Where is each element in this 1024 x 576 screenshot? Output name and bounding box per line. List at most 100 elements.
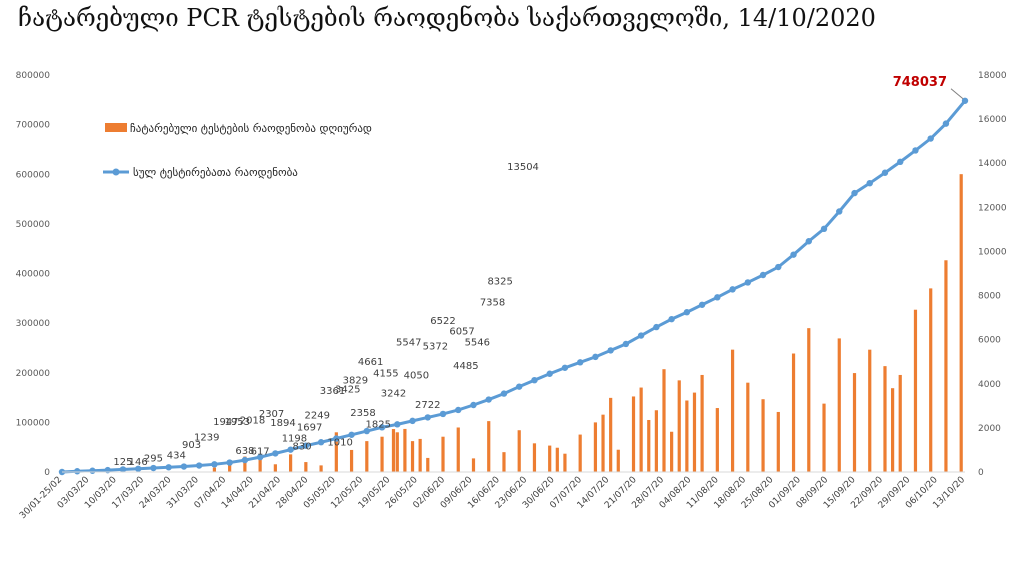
y-right-tick-label: 10000 xyxy=(978,247,1007,257)
daily-bar xyxy=(365,441,369,472)
cumulative-point xyxy=(668,315,675,323)
cumulative-point xyxy=(378,424,386,431)
y-left-tick-label: 300000 xyxy=(16,319,51,329)
data-label: 125 xyxy=(113,457,132,468)
data-label: 3242 xyxy=(381,388,406,399)
y-left-tick-label: 600000 xyxy=(16,170,51,180)
daily-bar xyxy=(487,421,491,472)
cumulative-point xyxy=(119,466,127,473)
data-label: 2018 xyxy=(240,415,265,426)
chart-title: ჩატარებული PCR ტესტების რაოდენობა საქართ… xyxy=(18,4,876,32)
y-right-tick-label: 14000 xyxy=(978,159,1007,169)
data-label: 1825 xyxy=(366,420,391,431)
cumulative-point xyxy=(348,431,355,438)
daily-bar xyxy=(647,419,651,472)
daily-bar xyxy=(730,349,735,472)
cumulative-point xyxy=(942,120,950,127)
cumulative-point xyxy=(546,370,553,377)
data-label: 6522 xyxy=(430,316,455,327)
cumulative-point xyxy=(561,364,569,371)
daily-bar xyxy=(791,353,796,472)
daily-bar xyxy=(852,373,857,472)
data-label: 2722 xyxy=(415,400,440,411)
daily-bar xyxy=(517,430,521,472)
y-right-tick-label: 18000 xyxy=(978,71,1007,81)
cumulative-point xyxy=(805,238,812,245)
data-label: 4155 xyxy=(373,368,398,379)
data-label: 3361 xyxy=(320,386,345,397)
y-left-tick-label: 100000 xyxy=(16,418,51,428)
y-right-tick-label: 0 xyxy=(978,468,984,478)
data-label: 146 xyxy=(129,457,148,468)
cumulative-point xyxy=(89,467,96,474)
daily-bar xyxy=(441,436,445,472)
cumulative-point xyxy=(272,450,279,457)
cumulative-point xyxy=(744,279,752,286)
cumulative-point xyxy=(470,401,477,409)
data-label: 1198 xyxy=(282,434,307,445)
daily-bar xyxy=(380,436,384,472)
daily-bar xyxy=(776,411,780,472)
daily-bar xyxy=(837,338,841,472)
daily-bar xyxy=(532,443,537,472)
daily-bar xyxy=(418,438,422,472)
cumulative-point xyxy=(211,461,218,468)
cumulative-point xyxy=(927,135,934,142)
legend-label-line: სულ ტესტირებათა რაოდენობა xyxy=(133,166,298,179)
cumulative-point xyxy=(622,340,630,348)
daily-bar xyxy=(548,445,552,472)
y-axis-left: 0 100000 200000 300000 400000 500000 600000 700… xyxy=(16,71,51,478)
daily-bar xyxy=(395,432,399,472)
y-right-tick-label: 8000 xyxy=(978,292,1001,302)
data-label: 1239 xyxy=(194,433,219,444)
cumulative-point xyxy=(165,464,172,471)
y-left-tick-label: 700000 xyxy=(16,121,51,131)
daily-bar xyxy=(662,369,666,472)
y-left-tick-label: 200000 xyxy=(16,369,51,379)
data-label: 3829 xyxy=(343,376,368,387)
cumulative-point xyxy=(439,410,447,418)
data-label: 3425 xyxy=(335,384,360,395)
daily-bar xyxy=(609,397,613,472)
cumulative-point xyxy=(820,225,828,233)
last-value-label: 748037 xyxy=(893,75,947,90)
daily-bar xyxy=(334,432,338,472)
daily-bar xyxy=(639,387,643,472)
daily-bar xyxy=(403,428,407,472)
cumulative-point xyxy=(516,383,523,390)
daily-bar xyxy=(616,449,620,472)
data-label: 5372 xyxy=(423,342,448,353)
daily-bar xyxy=(891,388,895,472)
daily-bar xyxy=(243,456,247,472)
daily-bar xyxy=(289,454,293,472)
cumulative-point xyxy=(226,459,233,466)
y-right-tick-label: 4000 xyxy=(978,380,1001,390)
cumulative-point xyxy=(775,263,782,271)
daily-bar xyxy=(471,458,476,472)
y-right-tick-label: 12000 xyxy=(978,203,1007,213)
cumulative-point xyxy=(912,147,919,154)
daily-bar xyxy=(868,349,872,472)
cumulative-point xyxy=(790,251,797,258)
cumulative-point xyxy=(394,421,401,428)
cumulative-point xyxy=(333,435,340,442)
cumulative-point xyxy=(150,464,157,472)
y-right-tick-label: 16000 xyxy=(978,115,1007,125)
daily-bar xyxy=(502,452,506,472)
daily-tests-bars xyxy=(212,174,963,472)
cumulative-point xyxy=(576,359,584,366)
daily-bar xyxy=(677,380,681,472)
x-axis: 30/01-25/0203/03/2010/03/2017/03/2024/03… xyxy=(18,471,967,521)
cumulative-line-path xyxy=(61,99,967,474)
daily-bar xyxy=(273,464,277,472)
cumulative-point xyxy=(961,97,969,104)
daily-bar xyxy=(601,414,605,472)
daily-bar xyxy=(319,465,323,472)
cumulative-point xyxy=(317,439,325,446)
y-right-tick-label: 6000 xyxy=(978,336,1001,346)
daily-bar xyxy=(563,453,567,472)
legend-marker-line xyxy=(112,168,120,176)
y-left-tick-label: 0 xyxy=(44,468,50,478)
